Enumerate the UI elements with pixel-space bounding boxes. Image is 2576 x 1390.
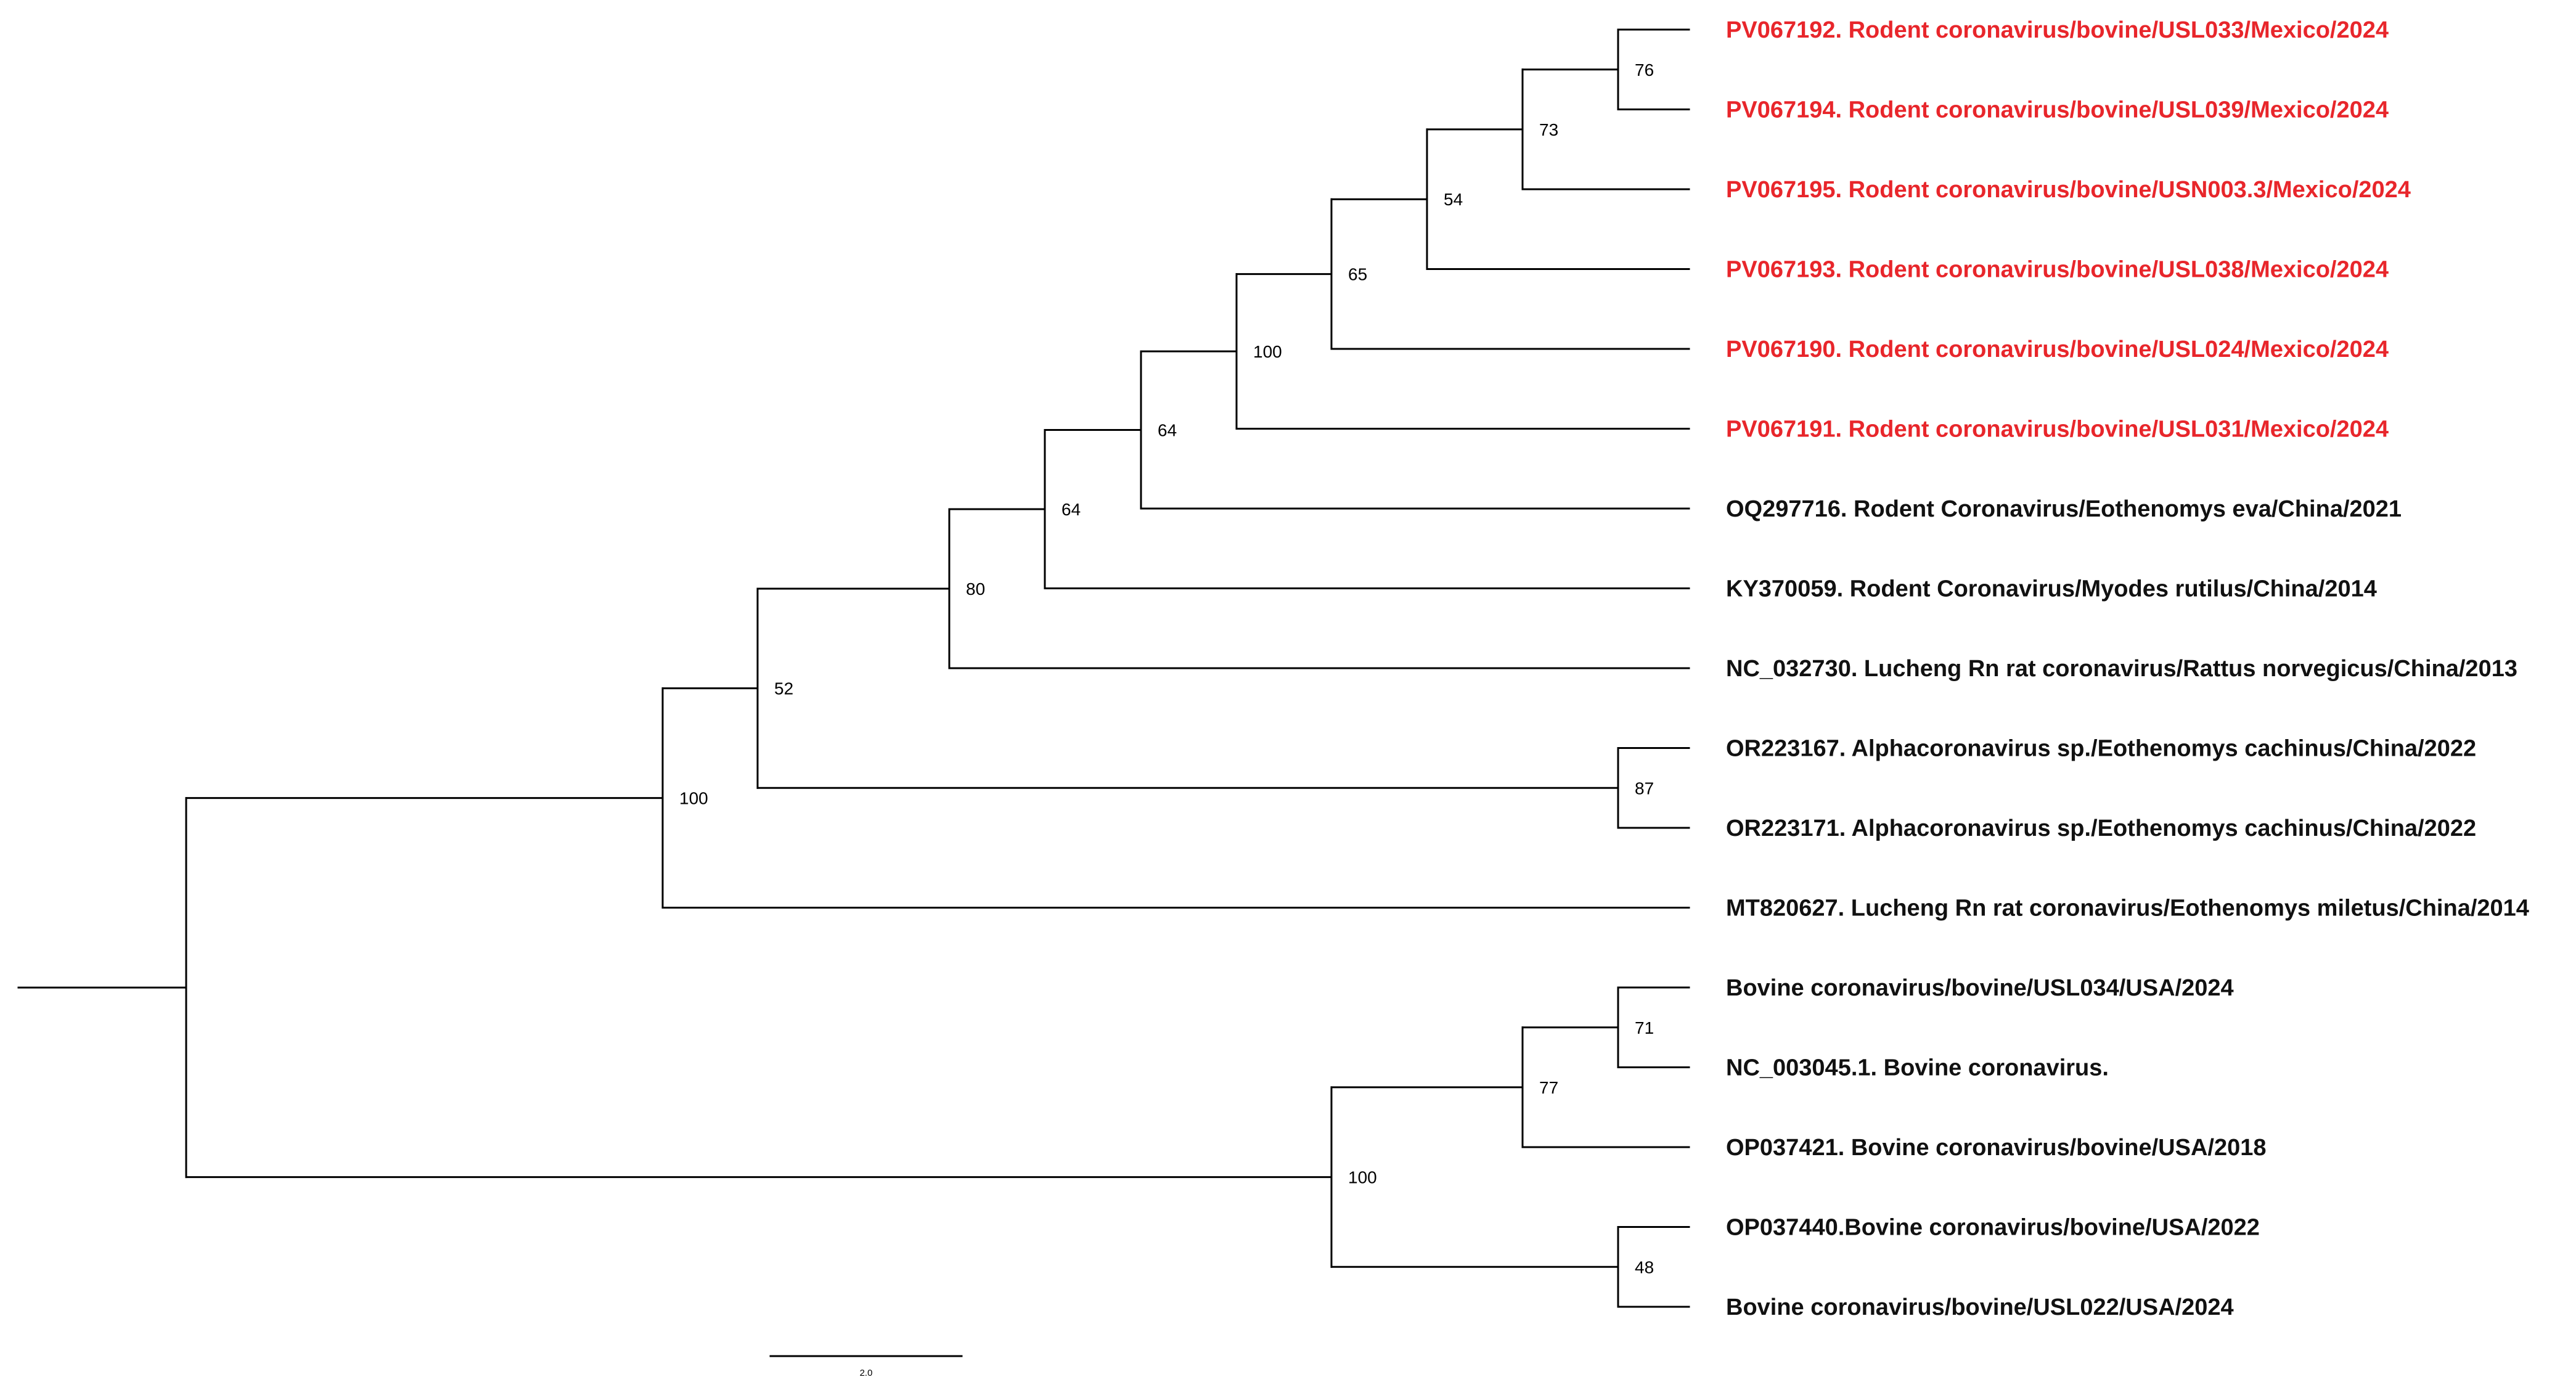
scale-bar: 2.0 <box>769 1355 963 1378</box>
support-value-n48: 48 <box>1635 1257 1654 1277</box>
taxon-labels: PV067192. Rodent coronavirus/bovine/USL0… <box>1726 17 2529 1320</box>
taxon-label-pv067190-rodent-coronavirus-bovine-usl024-mexico-2024: PV067190. Rodent coronavirus/bovine/USL0… <box>1726 337 2389 362</box>
taxon-label-pv067195-rodent-coronavirus-bovine-usn003-3-mexico-2024: PV067195. Rodent coronavirus/bovine/USN0… <box>1726 177 2411 203</box>
taxon-label-nc-003045-1-bovine-coronavirus: NC_003045.1. Bovine coronavirus. <box>1726 1055 2109 1081</box>
support-value-n65: 65 <box>1348 265 1367 284</box>
scale-bar-label: 2.0 <box>860 1368 873 1378</box>
taxon-label-pv067191-rodent-coronavirus-bovine-usl031-mexico-2024: PV067191. Rodent coronavirus/bovine/USL0… <box>1726 417 2389 443</box>
taxon-label-bovine-coronavirus-bovine-usl022-usa-2024: Bovine coronavirus/bovine/USL022/USA/202… <box>1726 1294 2234 1320</box>
support-value-n64b: 64 <box>1158 421 1177 440</box>
bootstrap-support-values: 76 73 54 65 100 64 64 80 87 52 100 71 77 48 100 <box>679 60 1654 1277</box>
taxon-label-pv067192-rodent-coronavirus-bovine-usl033-mexico-2024: PV067192. Rodent coronavirus/bovine/USL0… <box>1726 17 2389 43</box>
taxon-label-oq297716-rodent-coronavirus-eothenomys-eva-china-2021: OQ297716. Rodent Coronavirus/Eothenomys … <box>1726 496 2402 522</box>
taxon-label-pv067194-rodent-coronavirus-bovine-usl039-mexico-2024: PV067194. Rodent coronavirus/bovine/USL0… <box>1726 97 2389 123</box>
taxon-label-mt820627-lucheng-rn-rat-coronavirus-eothenomys-miletus-china: MT820627. Lucheng Rn rat coronavirus/Eot… <box>1726 896 2529 922</box>
taxon-label-bovine-coronavirus-bovine-usl034-usa-2024: Bovine coronavirus/bovine/USL034/USA/202… <box>1726 975 2234 1001</box>
support-value-n73: 73 <box>1539 120 1558 139</box>
support-value-n54: 54 <box>1444 190 1463 209</box>
support-value-n76: 76 <box>1635 60 1654 80</box>
support-value-n100c: 100 <box>1348 1168 1377 1187</box>
taxon-label-op037440-bovine-coronavirus-bovine-usa-2022: OP037440.Bovine coronavirus/bovine/USA/2… <box>1726 1215 2260 1241</box>
tree-branches <box>17 28 1690 1308</box>
support-value-n100b: 100 <box>1253 342 1282 361</box>
support-value-n71: 71 <box>1635 1018 1654 1037</box>
support-value-n77: 77 <box>1539 1078 1558 1097</box>
taxon-label-op037421-bovine-coronavirus-bovine-usa-2018: OP037421. Bovine coronavirus/bovine/USA/… <box>1726 1135 2267 1161</box>
taxon-label-or223167-alphacoronavirus-sp-eothenomys-cachinus-china-2022: OR223167. Alphacoronavirus sp./Eothenomy… <box>1726 736 2476 762</box>
taxon-label-or223171-alphacoronavirus-sp-eothenomys-cachinus-china-2022: OR223171. Alphacoronavirus sp./Eothenomy… <box>1726 816 2476 841</box>
taxon-label-ky370059-rodent-coronavirus-myodes-rutilus-china-2014: KY370059. Rodent Coronavirus/Myodes ruti… <box>1726 576 2377 602</box>
support-value-n80: 80 <box>966 579 985 599</box>
support-value-n100a: 100 <box>679 789 708 808</box>
support-value-n52: 52 <box>774 679 793 698</box>
support-value-n87: 87 <box>1635 779 1654 798</box>
taxon-label-pv067193-rodent-coronavirus-bovine-usl038-mexico-2024: PV067193. Rodent coronavirus/bovine/USL0… <box>1726 257 2389 283</box>
support-value-n64a: 64 <box>1061 500 1081 519</box>
taxon-label-nc-032730-lucheng-rn-rat-coronavirus-rattus-norvegicus-china: NC_032730. Lucheng Rn rat coronavirus/Ra… <box>1726 656 2517 682</box>
